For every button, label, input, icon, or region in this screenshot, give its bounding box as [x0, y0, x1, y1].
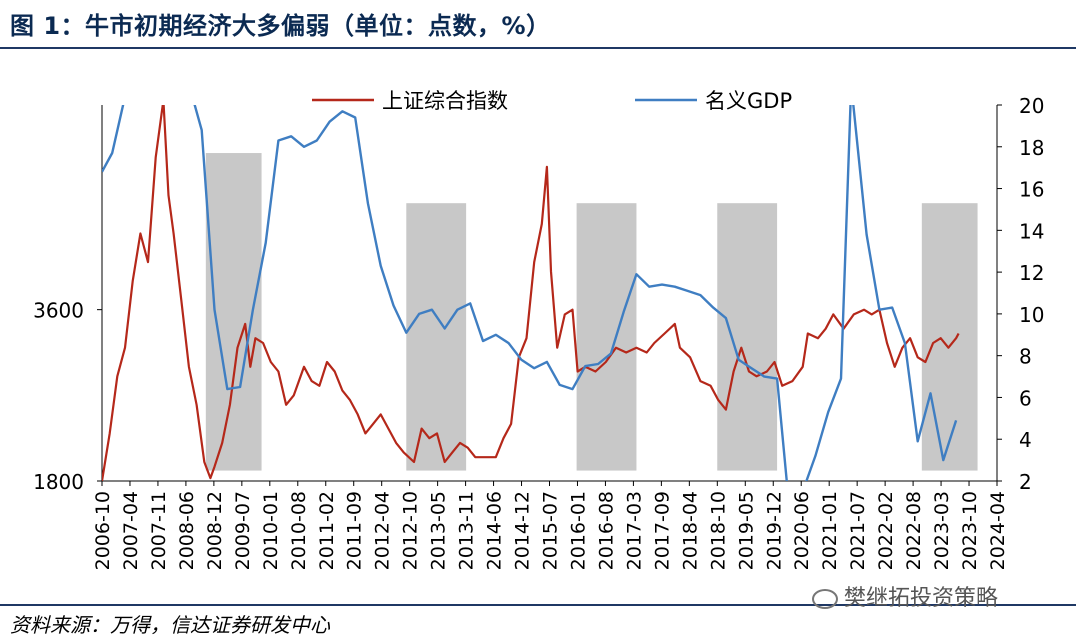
x-tick-label: 2018-10 [707, 491, 729, 570]
x-tick-label: 2013-05 [428, 491, 450, 570]
top-divider [0, 47, 1076, 49]
x-tick-label: 2022-08 [903, 491, 925, 570]
x-tick-label: 2014-12 [512, 491, 534, 570]
x-tick-label: 2017-03 [623, 491, 645, 570]
x-tick-label: 2013-11 [456, 491, 478, 570]
x-tick-label: 2022-02 [875, 491, 897, 570]
x-tick-label: 2012-10 [400, 491, 422, 570]
shaded-period [921, 203, 978, 471]
shaded-period [717, 203, 778, 471]
right-tick-label: 6 [1019, 386, 1032, 410]
chart: 1800 3600 2 4 6 8 10 12 14 16 18 20 2006-10 2007-04 20… [33, 89, 1044, 570]
x-tick-label: 2010-01 [260, 491, 282, 570]
x-tick-label: 2007-11 [148, 491, 170, 570]
right-tick-label: 8 [1019, 345, 1032, 369]
shaded-periods [205, 153, 978, 471]
x-tick-label: 2007-04 [120, 491, 142, 570]
right-tick-label: 16 [1019, 178, 1044, 202]
right-tick-label: 10 [1019, 303, 1044, 327]
right-tick-label: 18 [1019, 136, 1044, 160]
x-tick-label: 2009-07 [232, 491, 254, 570]
watermark-text: 樊继拓投资策略 [844, 586, 999, 611]
right-tick-label: 12 [1019, 261, 1044, 285]
x-tick-label: 2021-01 [819, 491, 841, 570]
x-tick-label: 2017-09 [651, 491, 673, 570]
x-tick-label: 2024-04 [987, 491, 1009, 570]
series-line-1 [102, 105, 958, 481]
source-note: 资料来源：万得，信达证券研发中心 [10, 613, 330, 637]
legend-label-1: 名义GDP [705, 89, 792, 113]
x-tick-label: 2016-08 [595, 491, 617, 570]
left-tick-label: 3600 [33, 299, 84, 323]
watermark: 樊继拓投资策略 [812, 580, 998, 612]
x-tick-label: 2018-04 [679, 491, 701, 570]
chart-axes: 1800 3600 2 4 6 8 10 12 14 16 18 20 2006-10 2007-04 20… [33, 94, 1044, 570]
right-tick-label: 14 [1019, 219, 1044, 243]
x-tick-label: 2008-06 [176, 491, 198, 570]
shaded-period [406, 203, 467, 471]
right-tick-label: 4 [1019, 428, 1032, 452]
x-tick-label: 2015-07 [540, 491, 562, 570]
left-tick-label: 1800 [33, 470, 84, 494]
page-title: 图 1：牛市初期经济大多偏弱（单位：点数，%） [10, 12, 551, 40]
x-tick-label: 2023-10 [959, 491, 981, 570]
right-tick-label: 2 [1019, 470, 1032, 494]
x-tick-label: 2019-12 [763, 491, 785, 570]
x-tick-label: 2010-08 [288, 491, 310, 570]
shaded-period [576, 203, 637, 471]
bottom-divider [0, 604, 1076, 606]
x-tick-label: 2014-06 [484, 491, 506, 570]
right-tick-label: 20 [1019, 94, 1044, 118]
wechat-icon [812, 589, 838, 609]
x-tick-label: 2021-07 [847, 491, 869, 570]
x-tick-label: 2016-01 [567, 491, 589, 570]
legend-label-0: 上证综合指数 [382, 89, 508, 113]
series-line-0 [102, 105, 960, 481]
x-tick-label: 2012-04 [372, 491, 394, 570]
x-tick-label: 2023-03 [931, 491, 953, 570]
x-tick-label: 2006-10 [92, 491, 114, 570]
x-tick-label: 2011-02 [316, 491, 338, 570]
chart-legend: 上证综合指数 名义GDP [312, 89, 792, 113]
chart-series [102, 105, 960, 481]
x-tick-label: 2019-05 [735, 491, 757, 570]
x-tick-label: 2020-06 [791, 491, 813, 570]
x-tick-label: 2008-12 [204, 491, 226, 570]
x-tick-label: 2011-09 [344, 491, 366, 570]
